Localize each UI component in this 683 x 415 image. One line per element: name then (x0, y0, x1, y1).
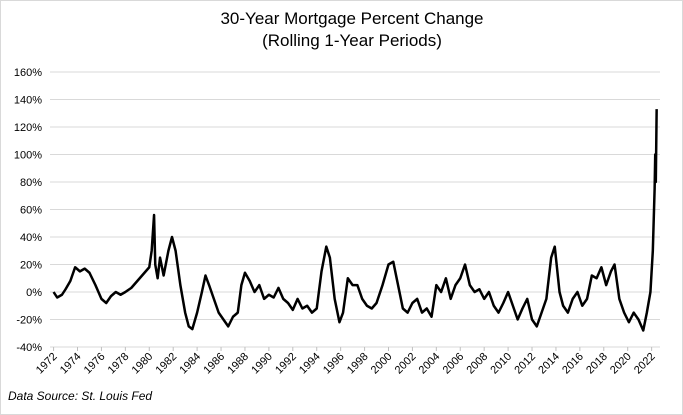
y-tick-label: 160% (14, 67, 42, 79)
y-tick-label: 0% (26, 287, 42, 299)
y-tick-label: 100% (14, 150, 42, 162)
chart-subtitle: (Rolling 1-Year Periods) (262, 31, 442, 50)
y-tick-label: 120% (14, 122, 42, 134)
y-tick-label: -20% (16, 315, 42, 327)
y-tick-label: 80% (20, 177, 42, 189)
y-tick-label: 40% (20, 232, 42, 244)
chart-title: 30-Year Mortgage Percent Change (220, 9, 483, 28)
y-tick-label: 20% (20, 260, 42, 272)
data-line (52, 109, 658, 332)
y-tick-label: 60% (20, 205, 42, 217)
source-note: Data Source: St. Louis Fed (8, 389, 152, 403)
y-tick-label: -40% (16, 342, 42, 354)
y-tick-label: 140% (14, 95, 42, 107)
